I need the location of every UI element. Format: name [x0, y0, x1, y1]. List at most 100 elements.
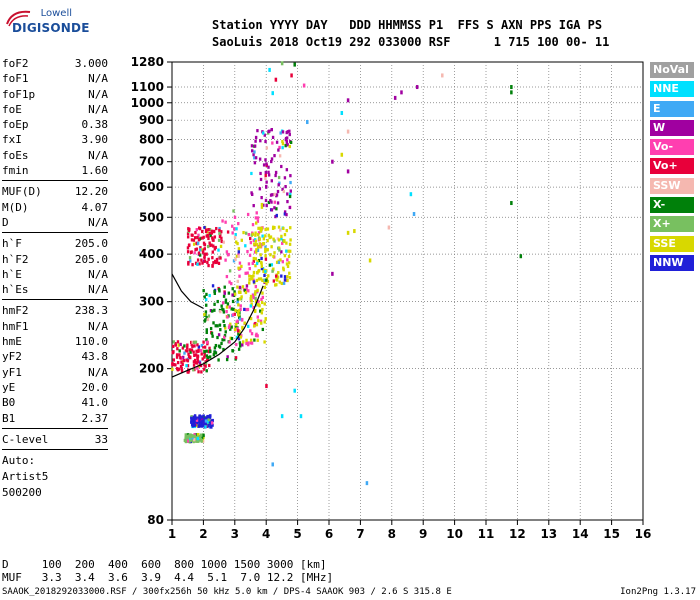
echo-mark	[254, 231, 257, 235]
echo-mark	[224, 330, 227, 334]
echo-mark	[234, 233, 237, 237]
scatter-point	[340, 152, 344, 157]
echo-mark	[232, 259, 236, 263]
echo-mark	[217, 261, 221, 265]
echo-mark	[278, 154, 282, 158]
param-value: 2.37	[81, 411, 109, 425]
echo-mark	[190, 238, 194, 242]
x-tick-label: 6	[325, 527, 333, 541]
echo-mark	[288, 275, 292, 280]
echo-mark	[203, 345, 207, 349]
echo-mark	[248, 253, 252, 257]
echo-mark	[193, 340, 196, 344]
echo-mark	[204, 361, 208, 365]
echo-mark	[206, 260, 209, 265]
echo-mark	[283, 278, 287, 282]
param-value: N/A	[88, 215, 108, 229]
echo-mark	[225, 274, 229, 279]
echo-mark	[225, 357, 229, 362]
echo-mark	[231, 313, 235, 317]
echo-mark	[278, 145, 281, 150]
echo-mark	[256, 246, 260, 250]
echo-mark	[223, 285, 226, 289]
echo-mark	[171, 362, 174, 367]
echo-mark	[264, 158, 267, 162]
echo-mark	[202, 420, 206, 424]
echo-mark	[244, 231, 248, 235]
echo-mark	[203, 247, 206, 251]
echo-mark	[250, 332, 254, 336]
param-label: yF1	[2, 365, 22, 379]
echo-mark	[178, 349, 181, 353]
echo-mark	[267, 170, 270, 174]
echo-mark	[252, 295, 255, 299]
echo-mark	[254, 233, 257, 237]
echo-mark	[198, 423, 202, 427]
echo-mark	[194, 353, 198, 357]
echo-mark	[264, 317, 267, 321]
echo-mark	[230, 325, 233, 329]
echo-mark	[210, 331, 214, 335]
echo-mark	[248, 266, 251, 271]
echo-mark	[281, 187, 284, 192]
echo-mark	[264, 170, 268, 175]
y-tick-label: 400	[139, 247, 164, 261]
echo-mark	[278, 280, 282, 284]
echo-mark	[193, 251, 196, 255]
param-row: fxI 3.90	[2, 132, 108, 147]
param-label: D	[2, 215, 9, 229]
param-row: foF2 3.000	[2, 56, 108, 71]
echo-mark	[203, 252, 206, 256]
scatter-point	[268, 67, 271, 72]
param-label: yE	[2, 380, 16, 394]
echo-mark	[218, 226, 221, 231]
echo-mark	[238, 341, 242, 345]
echo-mark	[224, 326, 227, 330]
echo-mark	[193, 434, 196, 438]
param-value: N/A	[88, 365, 108, 379]
param-label: h`E	[2, 267, 22, 281]
echo-mark	[264, 198, 268, 203]
echo-mark	[261, 295, 265, 300]
echo-mark	[260, 205, 264, 209]
echo-mark	[244, 271, 247, 275]
echo-mark	[285, 262, 289, 266]
echo-mark	[281, 241, 284, 245]
echo-mark	[264, 247, 267, 251]
echo-mark	[254, 239, 258, 243]
scatter-point	[412, 212, 416, 217]
echo-mark	[192, 350, 195, 354]
echo-mark	[184, 433, 187, 437]
echo-mark	[259, 277, 263, 281]
param-value: 0.38	[81, 118, 109, 132]
echo-mark	[235, 342, 238, 347]
echo-mark	[186, 235, 190, 239]
echo-mark	[280, 250, 283, 254]
echo-mark	[273, 251, 276, 255]
echo-mark	[198, 418, 202, 423]
logo-lowell-text: Lowell	[40, 8, 72, 19]
echo-mark	[249, 294, 253, 299]
echo-mark	[253, 150, 256, 154]
echo-mark	[277, 271, 280, 275]
echo-mark	[225, 250, 229, 254]
echo-mark	[250, 275, 253, 279]
echo-mark	[270, 179, 273, 183]
echo-mark	[231, 299, 235, 304]
echo-mark	[252, 274, 255, 278]
echo-mark	[249, 317, 253, 321]
echo-mark	[197, 345, 201, 349]
echo-mark	[206, 230, 209, 234]
echo-mark	[189, 437, 192, 441]
echo-mark	[224, 298, 228, 302]
echo-mark	[197, 420, 200, 424]
echo-mark	[281, 142, 285, 146]
echo-mark	[200, 258, 203, 262]
echo-mark	[212, 244, 215, 248]
y-tick-label: 200	[139, 362, 164, 376]
echo-mark	[269, 253, 272, 257]
echo-mark	[183, 344, 186, 348]
echo-mark	[263, 302, 266, 306]
echo-mark	[264, 245, 267, 249]
legend-item-sse: SSE	[650, 235, 694, 252]
